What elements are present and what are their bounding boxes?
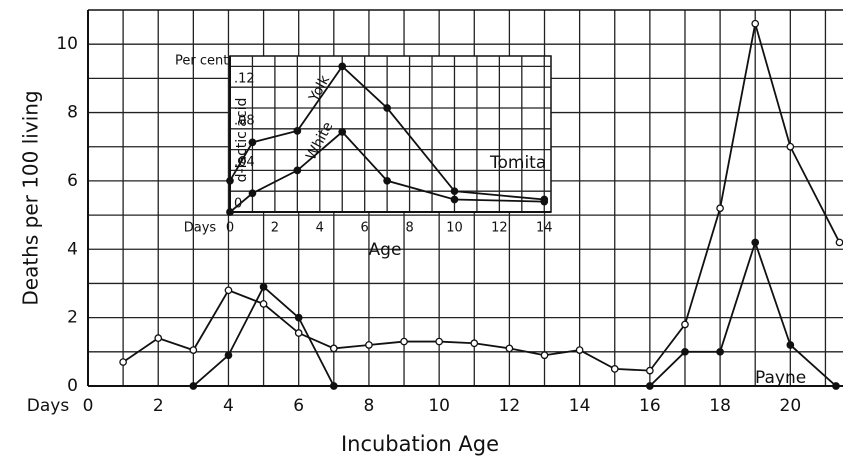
point bbox=[294, 329, 303, 337]
x-tick-label: 14 bbox=[536, 221, 553, 236]
point bbox=[400, 337, 408, 346]
point bbox=[224, 351, 233, 360]
y-axis-label: d-lactic acid bbox=[234, 98, 250, 183]
x-tick-label: 2 bbox=[271, 221, 279, 236]
x-axis-label: Incubation Age bbox=[341, 432, 499, 456]
y-tick-label: .08 bbox=[234, 113, 255, 128]
point bbox=[835, 238, 843, 247]
point bbox=[575, 346, 584, 354]
point bbox=[383, 104, 391, 112]
point bbox=[338, 128, 347, 136]
point bbox=[189, 346, 198, 354]
point bbox=[450, 187, 459, 196]
point bbox=[610, 365, 619, 373]
point bbox=[470, 339, 479, 348]
point bbox=[365, 341, 373, 349]
x-tick-label: 8 bbox=[364, 396, 375, 416]
point bbox=[226, 176, 234, 185]
point bbox=[681, 320, 689, 329]
point bbox=[505, 344, 514, 353]
x-tick-label: 14 bbox=[569, 396, 591, 416]
point bbox=[259, 283, 268, 291]
point bbox=[293, 127, 302, 135]
point bbox=[435, 337, 444, 346]
y-tick-label: 0 bbox=[67, 376, 78, 396]
point bbox=[681, 347, 689, 356]
annotation: Tomita bbox=[489, 153, 546, 173]
point bbox=[786, 341, 795, 349]
x-prefix: Days bbox=[184, 221, 217, 236]
y-tick-label: 6 bbox=[67, 171, 78, 191]
x-tick-label: 20 bbox=[780, 396, 802, 416]
point bbox=[832, 382, 840, 390]
point bbox=[540, 351, 549, 360]
point bbox=[540, 197, 549, 206]
y-tick-label: 10 bbox=[56, 34, 78, 54]
x-tick-label: 12 bbox=[491, 221, 508, 236]
point bbox=[646, 366, 654, 375]
y-axis-label: Deaths per 100 living bbox=[19, 90, 43, 305]
point bbox=[119, 358, 127, 366]
x-prefix: Days bbox=[27, 396, 70, 416]
point bbox=[259, 300, 268, 308]
x-tick-label: 0 bbox=[226, 221, 234, 236]
point bbox=[329, 344, 338, 353]
point bbox=[751, 19, 760, 28]
point bbox=[786, 142, 795, 151]
x-tick-label: 12 bbox=[499, 396, 521, 416]
y-tick-label: .12 bbox=[234, 72, 255, 87]
inset-background bbox=[229, 55, 552, 213]
point bbox=[226, 208, 234, 216]
point bbox=[646, 382, 654, 390]
x-tick-label: 18 bbox=[709, 396, 731, 416]
x-tick-label: 10 bbox=[446, 221, 463, 236]
y-tick-label: 2 bbox=[67, 308, 78, 328]
point bbox=[248, 189, 257, 198]
x-tick-label: 2 bbox=[153, 396, 164, 416]
point bbox=[716, 347, 724, 356]
y-tick-label: 8 bbox=[67, 103, 78, 123]
y-tick-label: 0 bbox=[234, 197, 242, 212]
x-tick-label: 6 bbox=[361, 221, 369, 236]
point bbox=[751, 238, 760, 247]
point bbox=[224, 286, 233, 295]
x-tick-label: 4 bbox=[223, 396, 234, 416]
y-unit: Per cent bbox=[175, 54, 228, 69]
point bbox=[338, 62, 347, 71]
x-tick-label: 4 bbox=[316, 221, 324, 236]
point bbox=[329, 382, 338, 390]
x-tick-label: 16 bbox=[639, 396, 661, 416]
point bbox=[154, 334, 163, 342]
point bbox=[450, 195, 459, 204]
point bbox=[248, 138, 257, 147]
point bbox=[293, 166, 302, 175]
x-tick-label: 0 bbox=[83, 396, 94, 416]
x-axis-label: Age bbox=[369, 240, 402, 260]
point bbox=[189, 382, 198, 390]
x-tick-label: 8 bbox=[405, 221, 413, 236]
series-line bbox=[649, 239, 837, 387]
annotation: Payne bbox=[755, 368, 806, 388]
x-tick-label: 10 bbox=[428, 396, 450, 416]
x-tick-label: 6 bbox=[293, 396, 304, 416]
point bbox=[716, 204, 724, 213]
y-tick-label: 4 bbox=[67, 239, 78, 259]
point bbox=[383, 176, 391, 185]
point bbox=[294, 313, 303, 322]
